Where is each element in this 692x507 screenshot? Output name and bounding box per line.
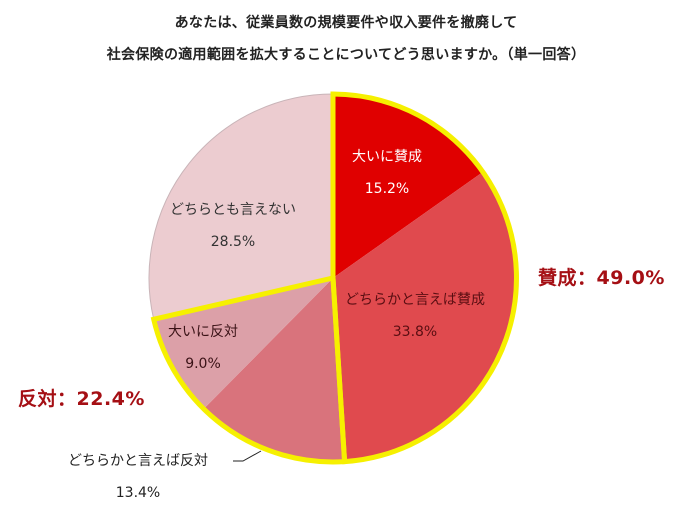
chart-title-line-2: 社会保険の適用範囲を拡大することについてどう思いますか。（単一回答） (106, 47, 586, 63)
slice-strongly-agree (333, 94, 484, 278)
leader-line (233, 450, 262, 462)
slice-somewhat-agree (333, 171, 517, 462)
label-pct: 33.8% (392, 324, 438, 340)
agree-total: 賛成：49.0% (538, 267, 665, 289)
label-name: どちらかと言えば賛成 (345, 292, 485, 308)
label-pct: 9.0% (185, 356, 221, 372)
label-strongly-agree: 大いに賛成 15.2% (352, 150, 422, 196)
disagree-total: 反対：22.4% (18, 388, 145, 410)
label-name: 大いに反対 (168, 324, 238, 340)
chart-title-line-1: あなたは、従業員数の規模要件や収入要件を撤廃して (174, 15, 518, 31)
label-neutral: どちらとも言えない 28.5% (170, 203, 296, 249)
label-somewhat-agree: どちらかと言えば賛成 33.8% (345, 293, 485, 339)
label-pct: 13.4% (115, 485, 161, 501)
slice-neutral (148, 93, 334, 320)
label-strongly-disagree: 大いに反対 9.0% (168, 325, 238, 371)
disagree-group-outline (150, 274, 348, 465)
label-pct: 15.2% (364, 181, 410, 197)
slice-somewhat-disagree (203, 278, 345, 462)
label-pct: 28.5% (210, 234, 256, 250)
label-name: どちらかと言えば反対 (68, 453, 208, 469)
agree-group-outline (330, 91, 519, 465)
label-name: どちらとも言えない (170, 202, 296, 218)
label-somewhat-disagree: どちらかと言えば反対 13.4% (68, 454, 208, 500)
label-name: 大いに賛成 (352, 149, 422, 165)
